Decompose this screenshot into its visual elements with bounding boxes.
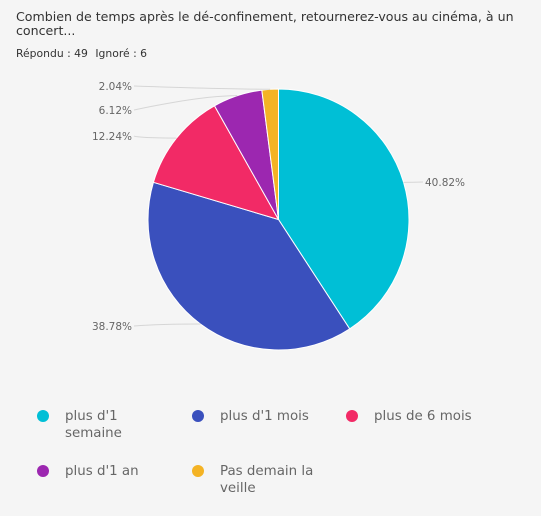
legend-swatch-plus-1-an xyxy=(37,465,49,477)
value-label-plus-d-1-an: 6.12% xyxy=(99,105,132,117)
legend-label-plus-1-mois: plus d'1 mois xyxy=(220,409,309,424)
legend-swatch-plus-1-semaine xyxy=(37,410,49,422)
legend-swatch-plus-1-mois xyxy=(192,410,204,422)
response-stats: Répondu : 49 Ignoré : 6 xyxy=(16,47,147,61)
pie-slice-plus-d-1-mois[interactable] xyxy=(147,181,351,351)
value-label-pas-demain-la-veille: 2.04% xyxy=(99,81,132,93)
leader-line-plus-d-1-an xyxy=(133,95,238,111)
legend-label-plus-6-mois: plus de 6 mois xyxy=(374,409,472,424)
pie-slice-pas-demain-la-veille[interactable] xyxy=(261,88,279,220)
pie-chart: 40.82% 38.78% 12.24% 6.12% 2.04% xyxy=(92,81,465,351)
leader-line-plus-de-6-mois xyxy=(133,135,177,139)
value-label-plus-d-1-semaine: 40.82% xyxy=(425,177,465,189)
legend-label-pas-demain: Pas demain la veille xyxy=(220,464,314,496)
leader-line-plus-d-1-mois xyxy=(133,323,201,327)
legend-label-plus-1-semaine: plus d'1 semaine xyxy=(65,409,122,441)
legend-label-plus-1-an: plus d'1 an xyxy=(65,464,139,479)
pie-slice-plus-de-6-mois[interactable] xyxy=(152,105,280,221)
question-title: Combien de temps après le dé-confinement… xyxy=(16,9,514,38)
skipped-count: Ignoré : 6 xyxy=(95,47,148,60)
value-label-plus-de-6-mois: 12.24% xyxy=(92,131,132,143)
leader-line-pas-demain-la-veille xyxy=(133,85,271,90)
legend-swatch-plus-6-mois xyxy=(346,410,358,422)
answered-count: Répondu : 49 xyxy=(16,47,88,60)
value-label-plus-d-1-mois: 38.78% xyxy=(92,321,132,333)
legend-swatch-pas-demain xyxy=(192,465,204,477)
